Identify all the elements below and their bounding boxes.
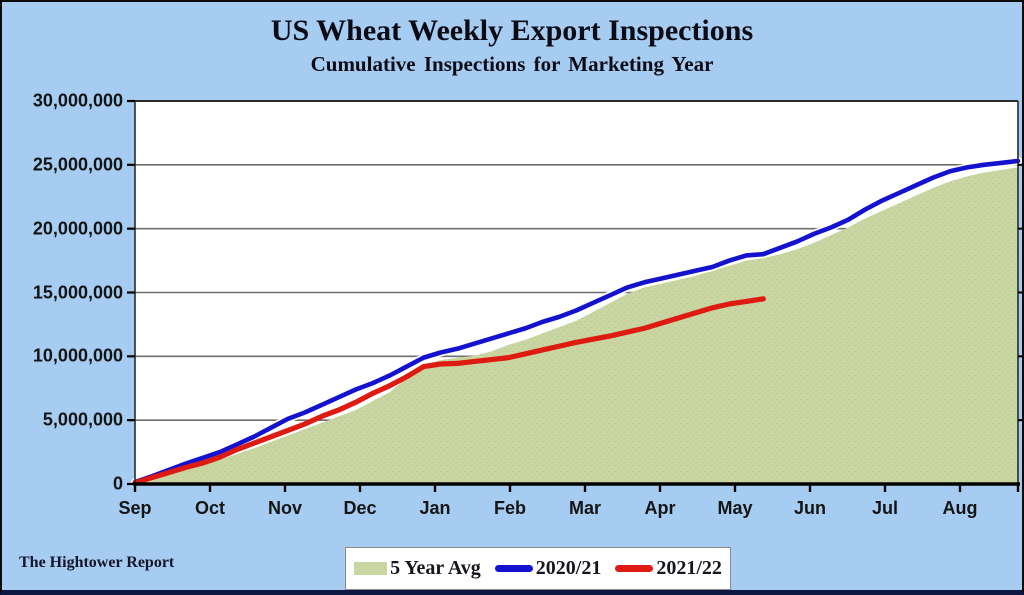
legend-swatch-2021-22-icon (615, 565, 654, 572)
x-axis-label: Feb (493, 498, 526, 518)
x-axis-label: Apr (644, 498, 676, 518)
y-axis-label: 5,000,000 (42, 409, 123, 430)
area-5-year-avg-texture (135, 167, 1018, 485)
x-axis-label: Dec (343, 498, 377, 518)
legend-swatch-5-year-avg-icon (354, 562, 388, 575)
x-axis-label: Jul (871, 498, 898, 518)
legend-label-2021-22: 2021/22 (656, 557, 722, 579)
footer-brand: The Hightower Report (19, 554, 175, 571)
x-axis-label: May (717, 498, 753, 518)
y-axis-label: 25,000,000 (32, 154, 123, 175)
x-axis-label: Mar (568, 498, 601, 518)
x-axis-label: Jun (793, 498, 826, 518)
legend-item-5-year-avg: 5 Year Avg (354, 557, 481, 580)
legend-swatch-2020-21-icon (494, 565, 533, 572)
x-axis-label: Nov (267, 498, 302, 518)
legend-label-2020-21: 2020/21 (535, 557, 602, 579)
y-axis-label: 0 (112, 473, 123, 494)
x-axis-label: Sep (118, 498, 152, 518)
y-axis-label: 30,000,000 (32, 90, 123, 111)
chart-title: US Wheat Weekly Export Inspections (270, 14, 754, 47)
legend: 5 Year Avg 2020/21 2021/22 (345, 547, 731, 590)
x-axis-label: Jan (419, 498, 451, 518)
chart-subtitle: Cumulative Inspections for Marketing Yea… (310, 52, 714, 76)
legend-item-2021-22: 2021/22 (615, 557, 722, 580)
y-axis-label: 10,000,000 (32, 345, 123, 366)
legend-label-5-year-avg: 5 Year Avg (390, 557, 481, 579)
x-axis-label: Aug (942, 498, 978, 518)
legend-item-2020-21: 2020/21 (494, 557, 602, 580)
x-axis-label: Oct (194, 498, 225, 518)
line-2021-22 (132, 296, 766, 486)
line-2020-21 (132, 158, 1021, 485)
y-axis-label: 20,000,000 (32, 218, 123, 239)
y-axis-label: 15,000,000 (32, 282, 123, 302)
